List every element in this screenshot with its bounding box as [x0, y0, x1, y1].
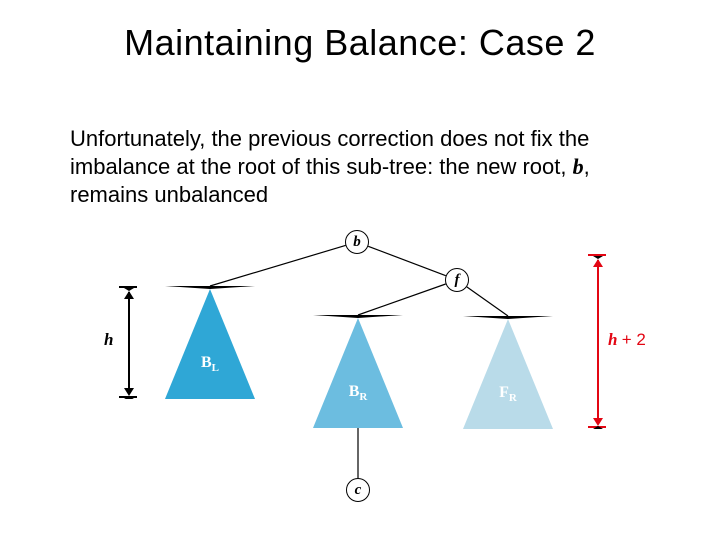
subtree-label-FR: FR	[463, 384, 553, 404]
subtree-label-BR: BR	[313, 383, 403, 403]
tree-diagram: BLBRFRbfchh + 2	[110, 230, 650, 510]
height-label: h + 2	[608, 330, 646, 350]
body-text: Unfortunately, the previous correction d…	[70, 125, 660, 209]
slide-title: Maintaining Balance: Case 2	[0, 22, 720, 64]
subtree-label-BL: BL	[165, 354, 255, 374]
node-c: c	[346, 478, 370, 502]
node-b: b	[345, 230, 369, 254]
subtree-BL: BL	[165, 286, 255, 396]
subtree-FR: FR	[463, 316, 553, 426]
height-label: h	[104, 330, 113, 350]
body-prefix: Unfortunately, the previous correction d…	[70, 126, 589, 179]
node-f: f	[445, 268, 469, 292]
body-root-var: b	[573, 154, 584, 179]
subtree-BR: BR	[313, 315, 403, 425]
